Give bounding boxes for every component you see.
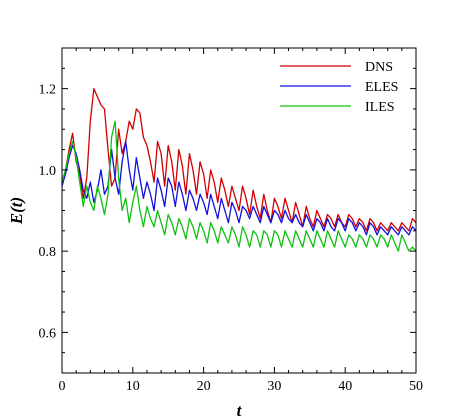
series-line-eles <box>61 140 417 236</box>
x-tick-label: 30 <box>267 379 281 394</box>
x-tick-label: 20 <box>197 379 211 394</box>
series-layer <box>61 87 417 252</box>
x-tick-label: 50 <box>409 379 423 394</box>
x-tick-label: 40 <box>338 379 352 394</box>
y-axis-title: E(t) <box>7 197 26 225</box>
y-tick-label: 1.2 <box>39 83 57 98</box>
x-axis-title: t <box>237 401 243 420</box>
legend: DNS ELES ILES <box>280 60 398 115</box>
y-tick-label: 0.8 <box>39 245 57 260</box>
tick-labels-layer: 0 10 20 30 40 50 0.6 0.8 1.0 1.2 <box>39 83 424 394</box>
series-line-iles <box>61 120 417 252</box>
y-tick-label: 0.6 <box>39 326 57 341</box>
x-tick-label: 10 <box>126 379 140 394</box>
series-line-dns <box>61 87 417 232</box>
legend-label-iles: ILES <box>365 100 395 115</box>
x-tick-label: 0 <box>59 379 66 394</box>
y-tick-label: 1.0 <box>39 164 57 179</box>
legend-label-eles: ELES <box>365 80 398 95</box>
ticks-layer <box>61 47 417 374</box>
legend-label-dns: DNS <box>365 60 393 75</box>
